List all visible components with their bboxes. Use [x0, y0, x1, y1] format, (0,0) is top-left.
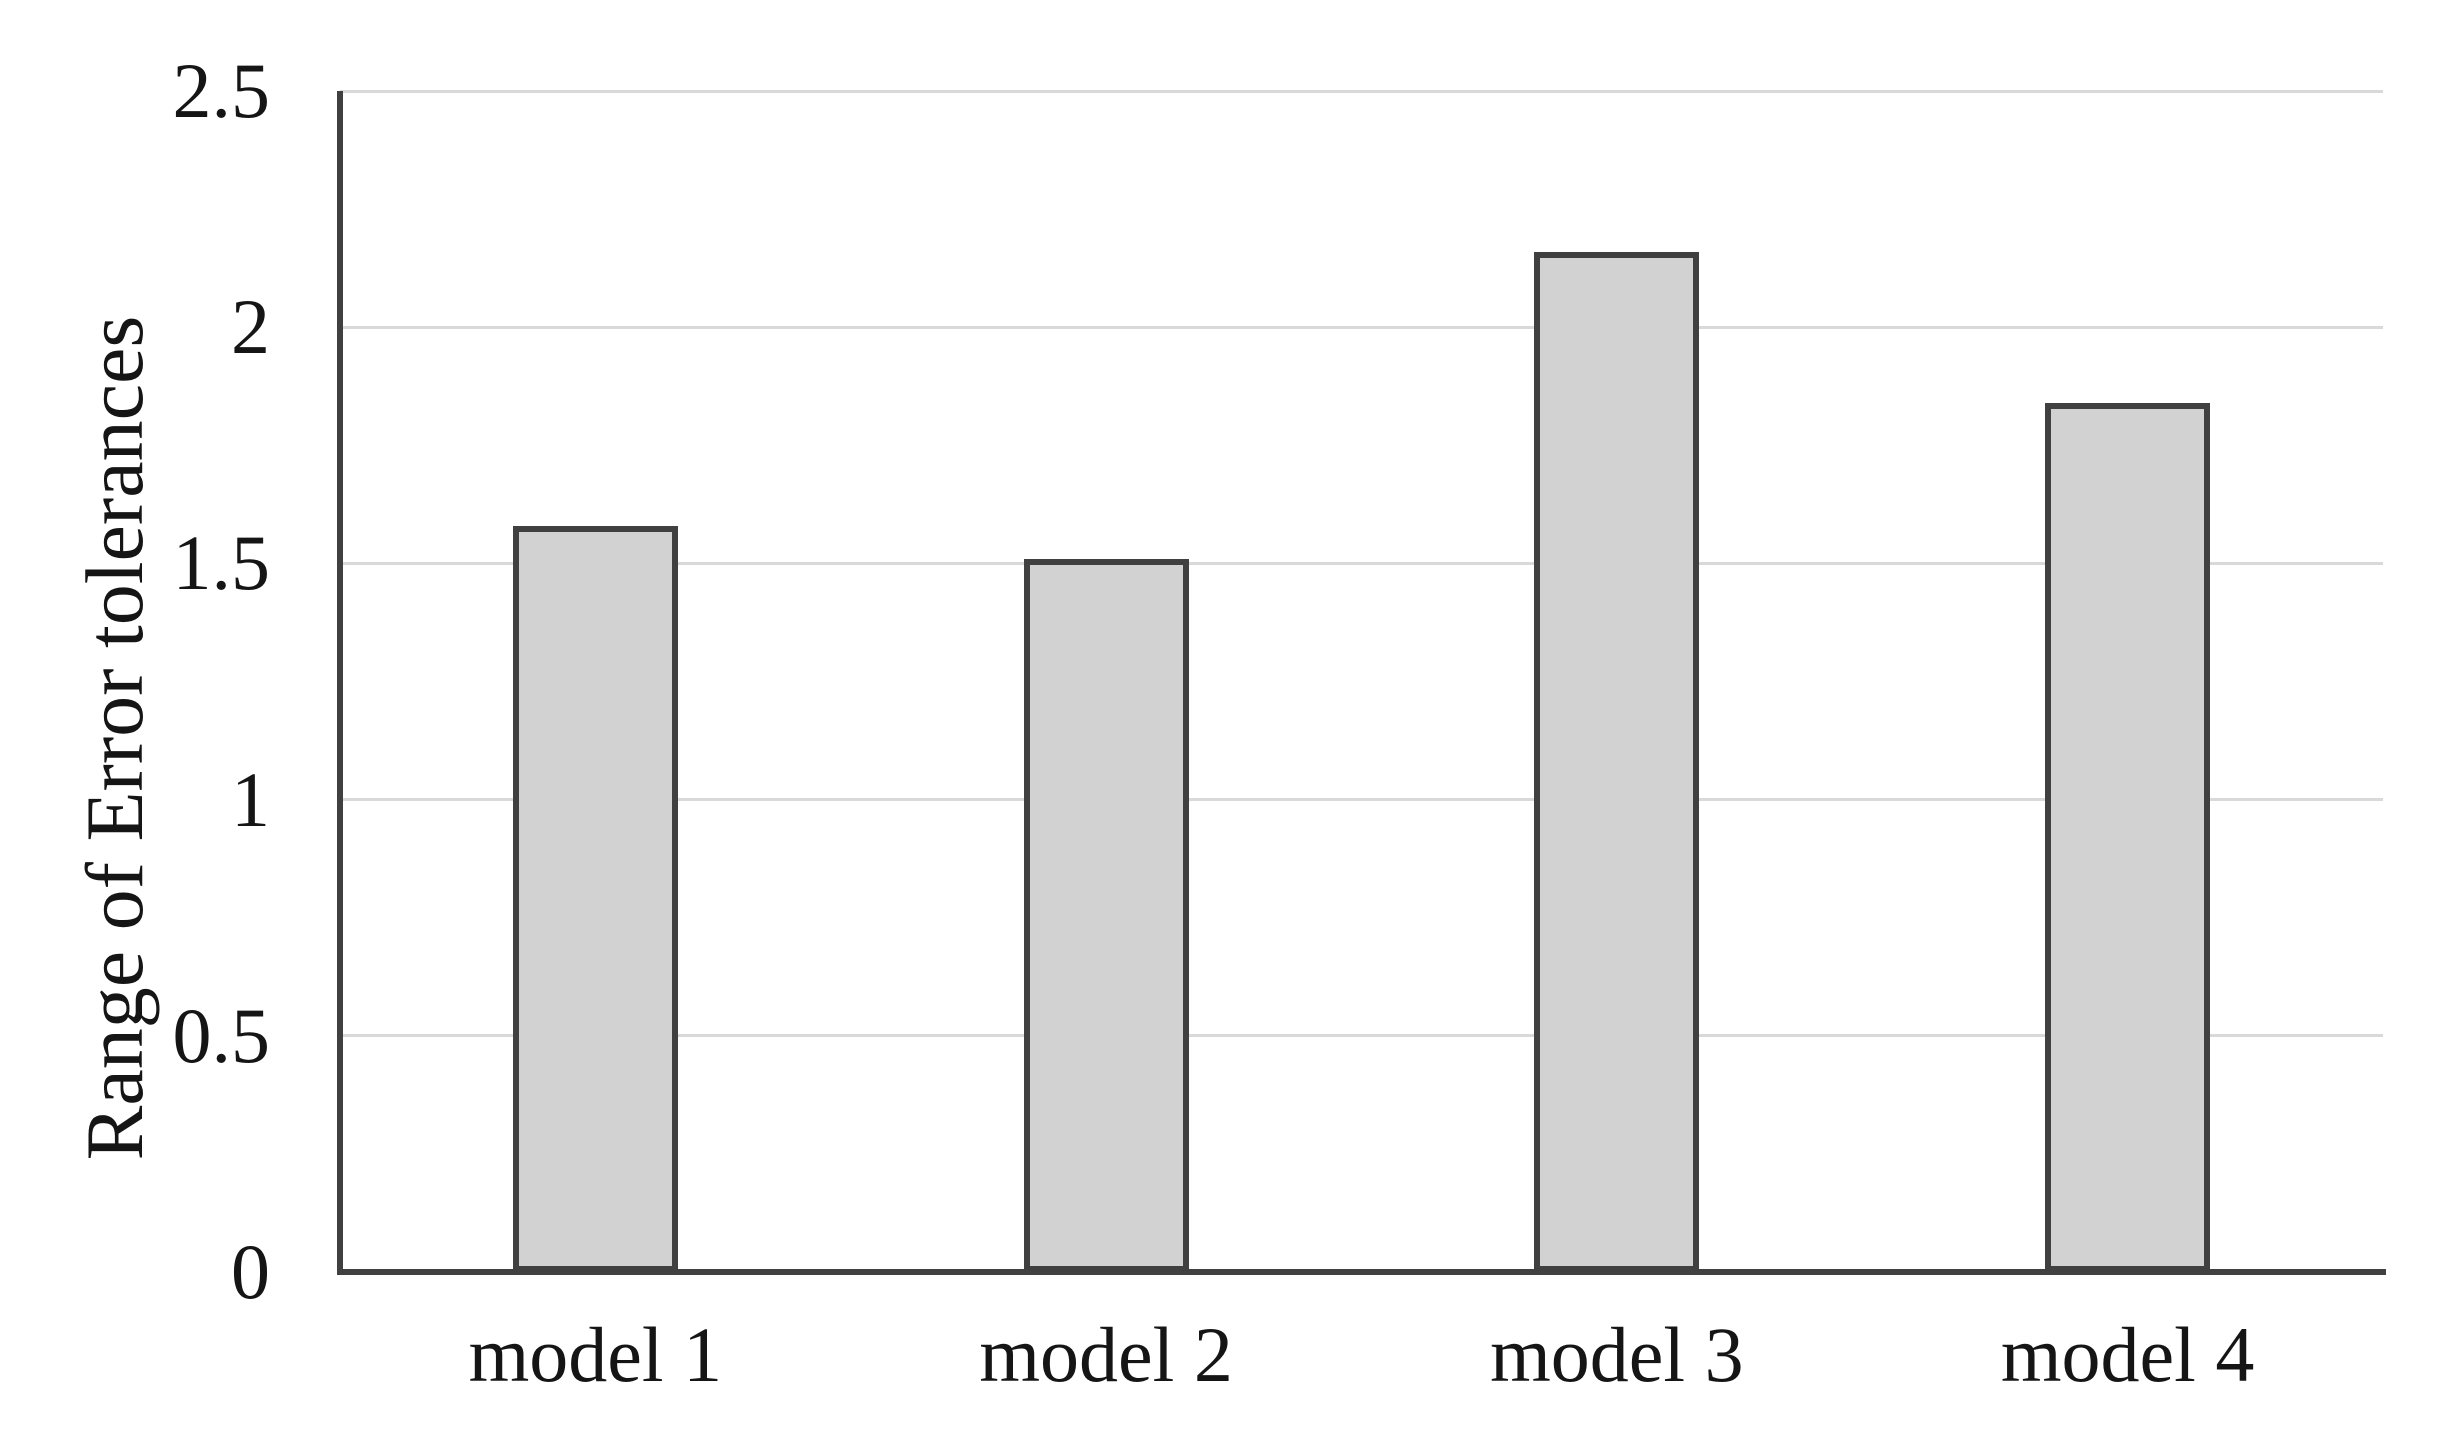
- x-category-label: model 1: [468, 1311, 723, 1398]
- y-tick-label: 1: [231, 755, 270, 843]
- x-category-label: model 4: [2000, 1311, 2255, 1398]
- bar: [1534, 251, 1700, 1272]
- gridline: [340, 1034, 2383, 1038]
- y-tick-label: 2.5: [172, 47, 271, 134]
- bar: [2045, 402, 2211, 1272]
- y-tick-label: 0: [231, 1228, 270, 1315]
- x-category-label: model 3: [1490, 1311, 1744, 1398]
- y-tick-label: 1.5: [172, 519, 271, 607]
- y-tick-label: 0.5: [172, 991, 271, 1079]
- gridline: [340, 89, 2383, 93]
- x-axis-line: [337, 1269, 2386, 1275]
- y-axis-line: [337, 91, 343, 1275]
- bar: [512, 525, 678, 1272]
- bar: [1023, 558, 1189, 1272]
- y-tick-label: 2: [231, 283, 270, 371]
- gridline: [340, 561, 2383, 565]
- x-category-label: model 2: [979, 1311, 1233, 1398]
- gridline: [340, 798, 2383, 802]
- gridline: [340, 325, 2383, 329]
